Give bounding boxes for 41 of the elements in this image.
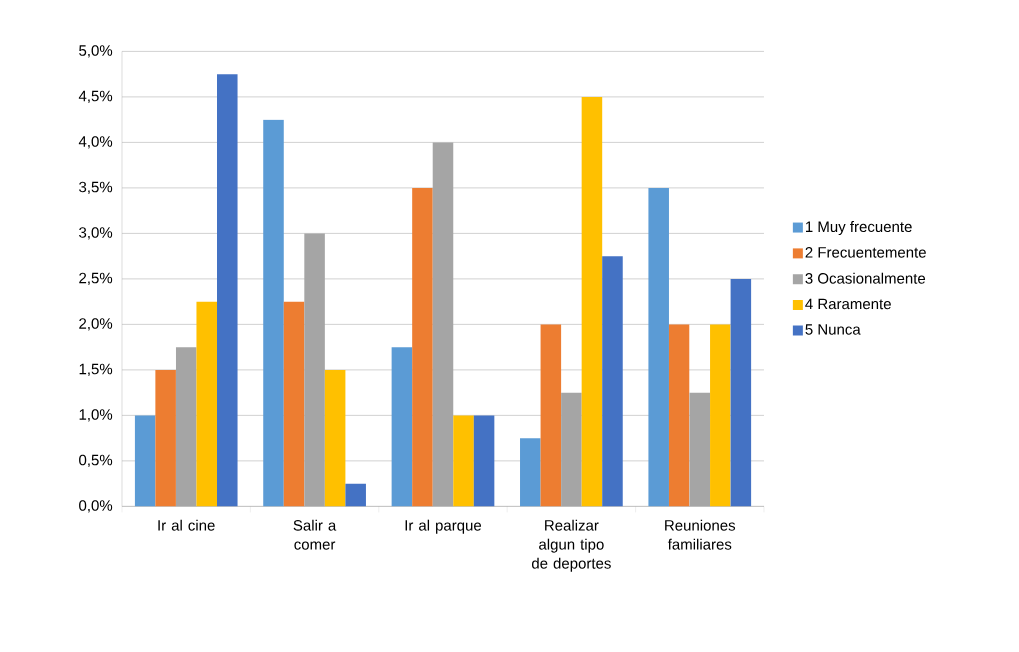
bar: [473, 415, 495, 507]
y-tick-label: 3,0%: [79, 227, 113, 240]
legend-label: 5 Nunca: [805, 324, 861, 335]
y-tick-label: 4,5%: [78, 90, 113, 104]
bar: [345, 483, 366, 507]
bar: [217, 74, 238, 507]
bar: [155, 369, 176, 507]
legend-label: 3 Ocasionalmente: [805, 272, 926, 284]
y-tick-label: 1,0%: [79, 409, 113, 422]
bar: [648, 187, 669, 507]
bar: [134, 415, 156, 507]
y-tick-label: 2,5%: [79, 272, 113, 286]
bar: [453, 415, 474, 507]
y-tick-label: 5,0%: [79, 45, 113, 58]
bar: [520, 438, 541, 507]
bar: [263, 119, 284, 507]
bar: [581, 96, 603, 507]
legend-label: 4 Raramente: [805, 298, 891, 310]
bar: [412, 187, 433, 507]
y-tick-label: 3,5%: [79, 181, 113, 195]
bar: [283, 301, 305, 507]
x-tick-label: Ir al parque: [405, 519, 482, 534]
y-tick-label: 0,5%: [79, 454, 113, 468]
x-tick-label: Reuniones familiares: [665, 519, 736, 550]
bar: [668, 324, 690, 507]
y-tick-label: 4,0%: [78, 136, 113, 149]
bar: [391, 347, 413, 507]
legend-label: 2 Frecuentemente: [805, 247, 926, 258]
x-tick-label: Ir al cine: [158, 519, 215, 531]
legend-label: 1 Muy frecuente: [806, 221, 912, 235]
x-tick-label: Realizar algun tipo de deportes: [531, 519, 611, 572]
bar: [602, 256, 623, 507]
y-tick-label: 2,0%: [79, 318, 113, 331]
x-tick-label: Salir a comer: [293, 519, 337, 550]
y-tick-label: 0,0%: [79, 500, 113, 513]
bar: [324, 369, 346, 507]
bar: [710, 324, 731, 507]
bar: [730, 278, 752, 507]
bar: [540, 324, 562, 507]
y-tick-label: 1,5%: [79, 363, 113, 377]
bar: [196, 301, 217, 507]
